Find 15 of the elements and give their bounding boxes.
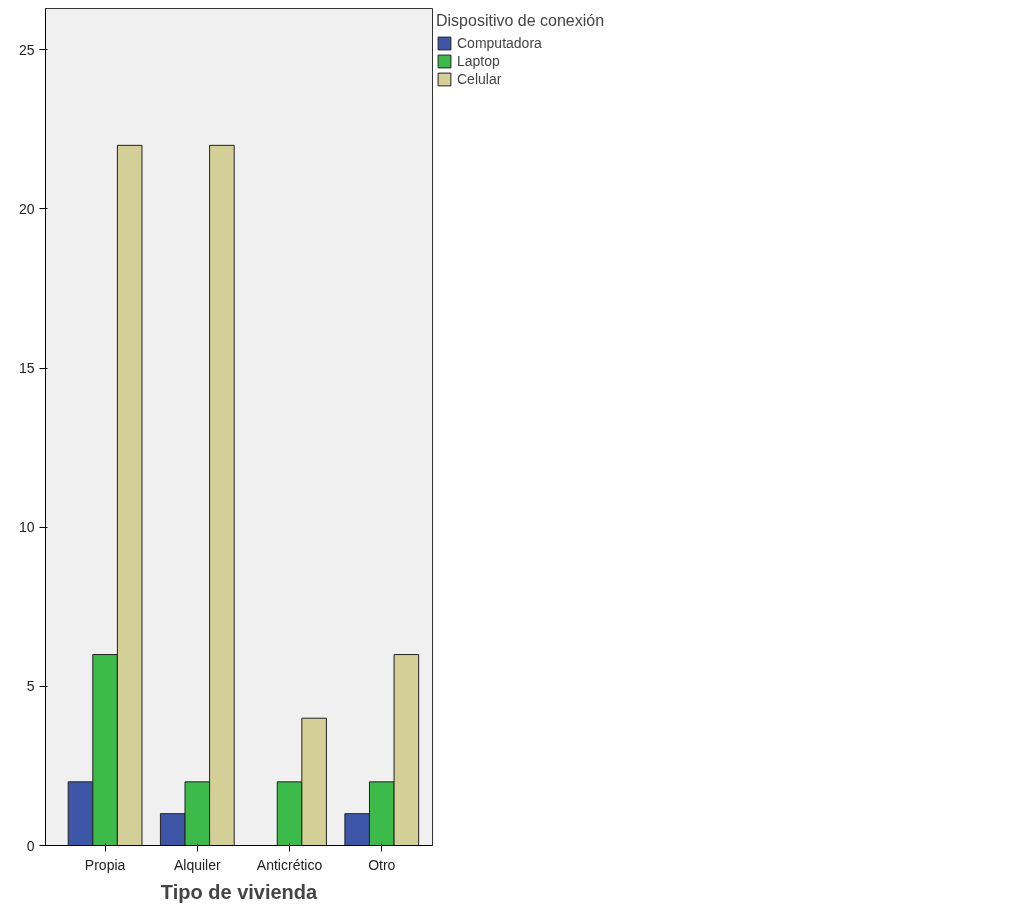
y-tick-label: 0 (26, 837, 35, 854)
legend-title: Dispositivo de conexión (436, 12, 605, 30)
x-tick-label: Propia (84, 856, 126, 873)
y-tick-label: 15 (18, 360, 35, 377)
x-tick-label: Alquiler (173, 856, 221, 873)
y-tick-label: 25 (18, 41, 35, 58)
x-tick-label: Anticrético (256, 856, 323, 873)
x-axis-title: Tipo de vivienda (160, 880, 319, 903)
legend-label: Celular (457, 71, 502, 87)
y-tick-label: 10 (18, 519, 35, 536)
y-tick-label: 20 (18, 201, 35, 217)
legend-label: Computadora (457, 35, 542, 51)
y-tick-label: 5 (26, 678, 35, 695)
x-tick-label: Otro (368, 856, 396, 873)
legend-label: Laptop (457, 53, 500, 69)
